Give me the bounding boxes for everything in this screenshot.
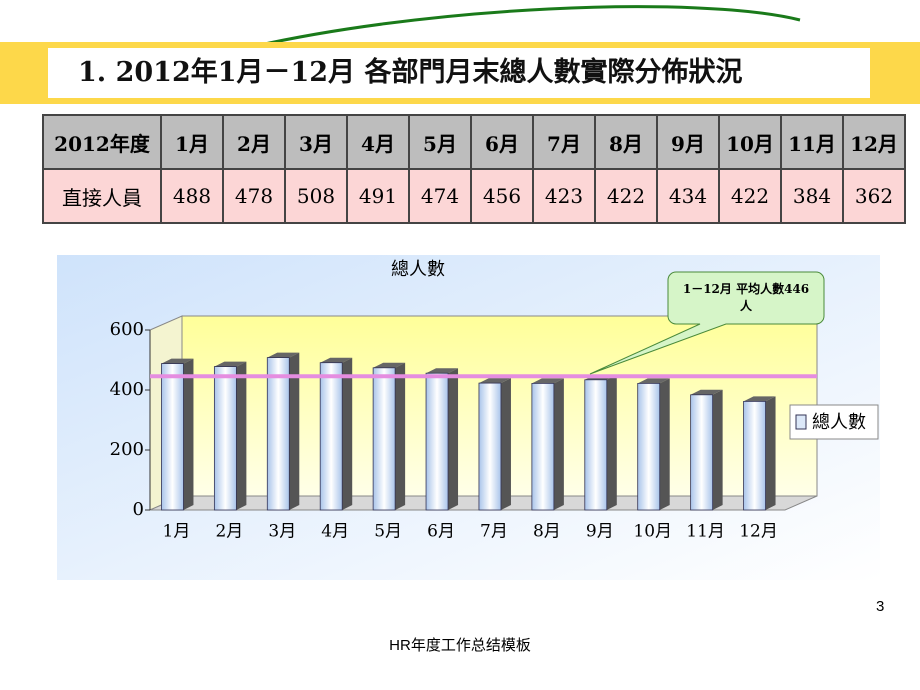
- table-cell: 直接人員: [42, 168, 162, 224]
- bar-side: [183, 358, 194, 510]
- table-cell: 2月: [222, 114, 286, 170]
- chart-area: [57, 255, 880, 580]
- x-tick-label: 3月: [268, 522, 296, 542]
- table-cell: 9月: [656, 114, 720, 170]
- bar-side: [342, 357, 353, 510]
- table-cell: 11月: [780, 114, 844, 170]
- x-tick-label: 6月: [427, 522, 455, 542]
- bar: [690, 394, 714, 511]
- table-cell: 488: [160, 168, 224, 224]
- y-tick-label: 400: [110, 379, 144, 400]
- x-tick-label: 8月: [533, 522, 561, 542]
- y-tick-label: 0: [133, 499, 144, 520]
- bar-top: [531, 378, 564, 384]
- x-tick-label: 1月: [163, 522, 191, 542]
- bar: [531, 382, 555, 511]
- table-cell: 10月: [718, 114, 782, 170]
- back-wall: [181, 315, 818, 497]
- bar: [372, 367, 396, 511]
- table-cell: 422: [718, 168, 782, 224]
- table-cell: 2012年度: [42, 114, 162, 170]
- callout-box: 1－12月 平均人數446人: [682, 282, 810, 313]
- table-cell: 456: [470, 168, 534, 224]
- table-cell: 1月: [160, 114, 224, 170]
- table-cell: 422: [594, 168, 658, 224]
- table-cell: 423: [532, 168, 596, 224]
- bar-top: [426, 368, 459, 374]
- footer: HR年度工作总结模板: [389, 637, 531, 654]
- bar: [319, 362, 343, 511]
- y-tick-label: 600: [110, 319, 144, 340]
- data-table: 2012年度 1月 2月 3月 4月 5月 6月 7月 8月 9月 10月 11月 12月 直接人員 488…: [42, 114, 906, 224]
- bar-side: [606, 374, 617, 510]
- table-cell: 8月: [594, 114, 658, 170]
- legend-label: 總人數: [812, 412, 866, 433]
- bar-side: [500, 378, 511, 510]
- bar-side: [659, 378, 670, 510]
- bar-side: [395, 362, 406, 510]
- x-tick-label: 7月: [480, 522, 508, 542]
- x-tick-label: 9月: [586, 522, 614, 542]
- bar: [213, 366, 237, 511]
- legend-box: [789, 404, 879, 440]
- table-row: 直接人員 488 478 508 491 474 456 423 422 434 422 384 362: [42, 168, 906, 224]
- bar-top: [320, 357, 353, 363]
- bar: [584, 379, 608, 511]
- bar: [637, 382, 661, 511]
- bar-top: [267, 352, 300, 358]
- x-tick-label: 11月: [686, 522, 725, 542]
- legend-swatch: [795, 414, 807, 430]
- table-cell: 478: [222, 168, 286, 224]
- table-cell: 12月: [842, 114, 906, 170]
- table-cell: 474: [408, 168, 472, 224]
- table-cell: 5月: [408, 114, 472, 170]
- chart-title: 總人數: [391, 259, 445, 280]
- x-tick-label: 5月: [374, 522, 402, 542]
- table-cell: 7月: [532, 114, 596, 170]
- bar-top: [637, 378, 670, 384]
- x-tick-label: 12月: [739, 522, 778, 542]
- bar: [425, 372, 449, 511]
- table-cell: 384: [780, 168, 844, 224]
- bar-side: [289, 352, 300, 510]
- bar-top: [161, 358, 194, 364]
- table-row: 2012年度 1月 2月 3月 4月 5月 6月 7月 8月 9月 10月 11月 12月: [42, 114, 906, 170]
- table-cell: 4月: [346, 114, 410, 170]
- bar-side: [553, 378, 564, 510]
- bar: [478, 382, 502, 511]
- bar-top: [478, 378, 511, 384]
- table-cell: 3月: [284, 114, 348, 170]
- callout: [589, 271, 825, 375]
- table-cell: 508: [284, 168, 348, 224]
- bar: [161, 363, 184, 511]
- x-tick-label: 4月: [321, 522, 349, 542]
- bar: [743, 400, 766, 511]
- y-tick-label: 200: [110, 439, 144, 460]
- table-cell: 6月: [470, 114, 534, 170]
- side-wall: [149, 315, 183, 511]
- bar-top: [214, 361, 247, 367]
- x-tick-label: 2月: [215, 522, 243, 542]
- bar-side: [765, 396, 776, 510]
- page-number: 3: [876, 598, 885, 615]
- x-tick-label: 10月: [633, 522, 672, 542]
- bar: [266, 357, 290, 511]
- table-cell: 434: [656, 168, 720, 224]
- floor: [149, 495, 818, 511]
- bar-side: [448, 368, 459, 510]
- table-cell: 362: [842, 168, 906, 224]
- slide-title: 1. 2012年1月－12月 各部門月末總人數實際分佈狀況: [48, 48, 870, 98]
- bar-top: [690, 389, 723, 395]
- decor-curve: [229, 5, 801, 54]
- table-cell: 491: [346, 168, 410, 224]
- bar-top: [584, 374, 617, 380]
- bar-top: [373, 362, 406, 368]
- bar-top: [743, 396, 776, 402]
- bar-side: [236, 361, 247, 510]
- callout-text: 1－12月 平均人數446人: [682, 282, 810, 313]
- bar-side: [712, 389, 723, 510]
